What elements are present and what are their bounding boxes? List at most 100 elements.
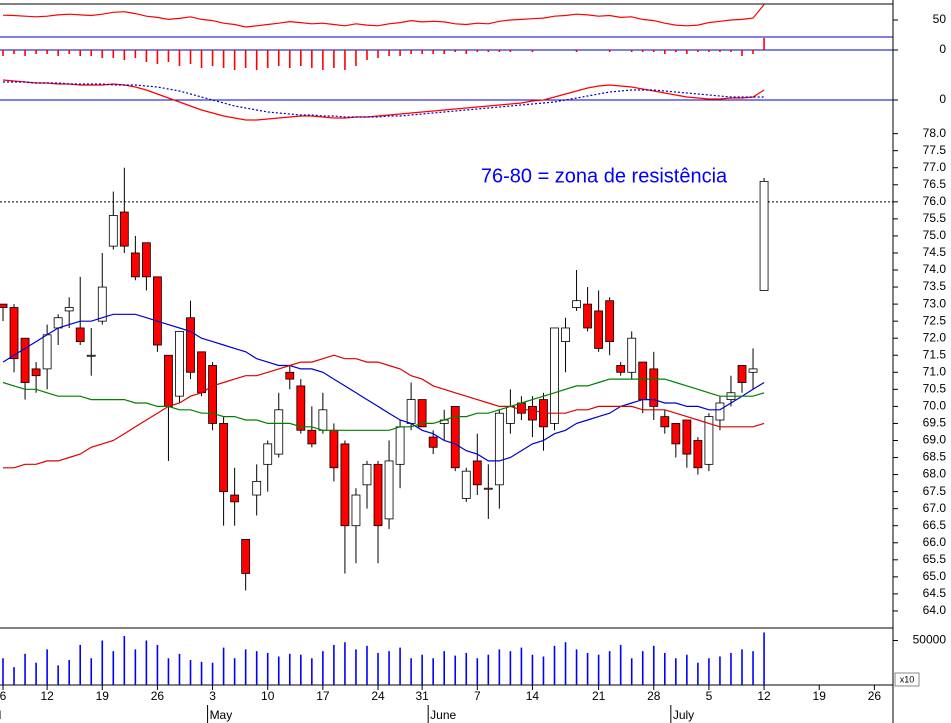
candle-body xyxy=(605,300,615,343)
month-label: May xyxy=(210,708,233,722)
y-tick-label: 68.0 xyxy=(923,467,947,481)
candle-body xyxy=(461,470,471,499)
y-tick-label: 76.5 xyxy=(923,177,947,191)
candle-body xyxy=(186,317,195,373)
x-tick-label: 17 xyxy=(316,689,330,703)
y-tick-label: 50 xyxy=(933,12,947,26)
candle-body xyxy=(130,252,140,278)
x-tick-label: 26 xyxy=(868,689,882,703)
candle-body xyxy=(384,460,394,520)
x-tick-label: 5 xyxy=(706,689,713,703)
y-tick-label: 69.0 xyxy=(923,433,947,447)
candle-body xyxy=(274,409,284,455)
candle-body xyxy=(616,365,626,373)
y-tick-label: 72.5 xyxy=(923,313,947,327)
y-tick-label: 65.0 xyxy=(923,569,947,583)
y-tick-label: 50000 xyxy=(913,633,947,647)
candle-body xyxy=(0,303,8,308)
candle-body xyxy=(406,399,416,424)
candle-body xyxy=(450,405,460,469)
x-tick-label: 12 xyxy=(40,689,54,703)
candle-body xyxy=(153,276,162,346)
candle-body xyxy=(748,368,758,373)
line-series xyxy=(3,354,765,469)
x-tick-label: 3 xyxy=(209,689,216,703)
y-tick-label: 71.0 xyxy=(923,364,947,378)
y-tick-label: 0 xyxy=(939,92,946,106)
y-tick-label: 72.0 xyxy=(923,330,947,344)
x-tick-label: 14 xyxy=(526,689,540,703)
x-tick-label: 19 xyxy=(96,689,110,703)
candle-body xyxy=(219,423,229,493)
y-tick-label: 77.0 xyxy=(923,160,947,174)
y-tick-label: 78.0 xyxy=(923,126,947,140)
candle-body xyxy=(704,416,714,465)
candle-body xyxy=(715,402,725,421)
candle-body xyxy=(64,307,74,312)
candle-body xyxy=(417,399,427,428)
y-tick-label: 66.0 xyxy=(923,535,947,549)
x-tick-label: 21 xyxy=(592,689,606,703)
x-tick-label: 19 xyxy=(813,689,827,703)
candle-body xyxy=(9,307,19,360)
candle-body xyxy=(42,334,52,370)
candle-body xyxy=(583,303,592,329)
candle-body xyxy=(296,385,306,431)
y-tick-label: 70.0 xyxy=(923,399,947,413)
y-tick-label: 73.5 xyxy=(923,279,947,293)
y-tick-label: 0 xyxy=(939,42,946,56)
candle-body xyxy=(494,412,504,486)
x-tick-label: 31 xyxy=(415,689,429,703)
candle-body xyxy=(505,405,515,424)
scale-note: x10 xyxy=(900,674,915,684)
y-tick-label: 64.0 xyxy=(923,603,947,617)
x-tick-label: 24 xyxy=(371,689,385,703)
candle-body xyxy=(472,460,482,486)
x-tick-label: 10 xyxy=(261,689,275,703)
x-tick-label: 12 xyxy=(757,689,771,703)
candle-body xyxy=(483,487,493,490)
candle-body xyxy=(649,368,659,407)
candle-body xyxy=(572,300,581,308)
candle-body xyxy=(340,443,350,527)
candle-body xyxy=(693,440,703,469)
candle-body xyxy=(329,429,339,469)
candle-body xyxy=(638,361,648,400)
candle-body xyxy=(660,416,670,428)
candle-body xyxy=(362,463,372,486)
y-tick-label: 70.5 xyxy=(923,382,947,396)
candle-body xyxy=(175,330,184,397)
y-tick-label: 77.5 xyxy=(923,143,947,157)
candle-body xyxy=(53,317,63,329)
candle-body xyxy=(517,402,526,414)
candle-body xyxy=(550,327,559,424)
line-series xyxy=(2,79,765,121)
x-tick-label: 28 xyxy=(647,689,661,703)
candle-body xyxy=(737,365,747,383)
x-tick-label: 7 xyxy=(474,689,481,703)
y-tick-label: 74.5 xyxy=(923,245,947,259)
line-series xyxy=(2,378,765,431)
y-tick-label: 75.5 xyxy=(923,211,947,225)
y-tick-label: 73.0 xyxy=(923,296,947,310)
candle-body xyxy=(86,354,96,357)
candle-body xyxy=(285,371,295,380)
candle-body xyxy=(197,351,206,394)
candle-body xyxy=(241,538,251,574)
candle-body xyxy=(31,368,41,377)
candle-body xyxy=(20,337,30,383)
candle-body xyxy=(75,327,85,343)
month-label: ril xyxy=(0,708,1,722)
candle-body xyxy=(395,426,405,465)
candle-body xyxy=(252,480,262,496)
candle-body xyxy=(561,327,570,343)
candle-body xyxy=(263,443,273,465)
y-tick-label: 75.0 xyxy=(923,228,947,242)
candle-body xyxy=(164,354,173,407)
candle-body xyxy=(528,405,537,421)
candle-body xyxy=(351,494,361,527)
y-tick-label: 69.5 xyxy=(923,416,947,430)
line-series xyxy=(2,4,765,28)
